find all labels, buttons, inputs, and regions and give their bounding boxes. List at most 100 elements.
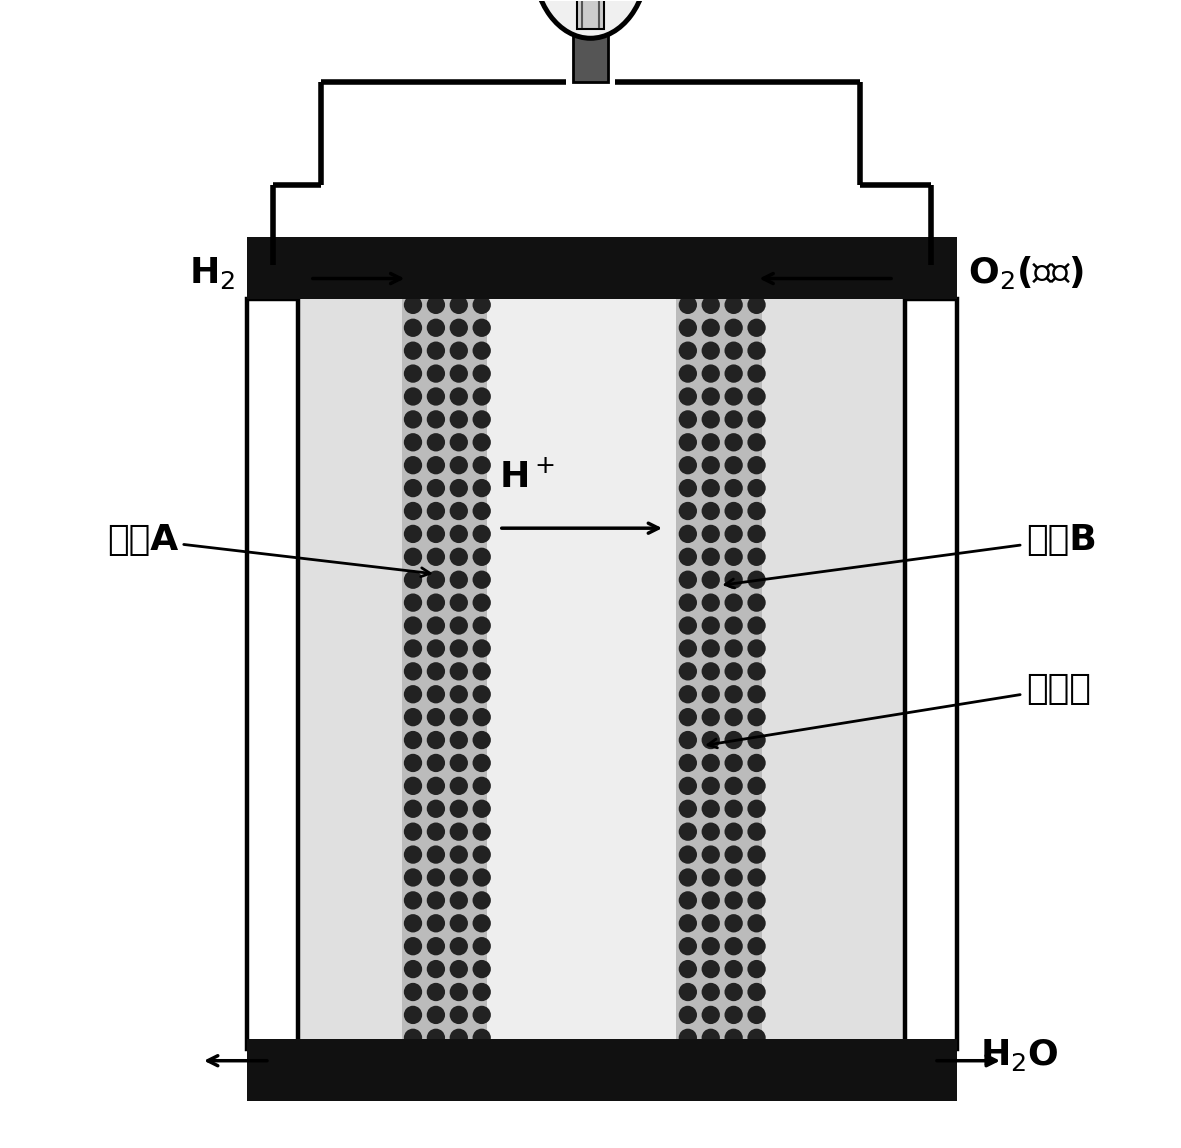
Circle shape bbox=[426, 708, 445, 727]
Circle shape bbox=[748, 525, 765, 543]
Circle shape bbox=[748, 662, 765, 681]
Circle shape bbox=[724, 594, 743, 612]
Circle shape bbox=[748, 731, 765, 750]
Circle shape bbox=[702, 502, 720, 520]
Circle shape bbox=[748, 777, 765, 796]
Circle shape bbox=[679, 319, 697, 338]
Circle shape bbox=[679, 1029, 697, 1047]
Circle shape bbox=[450, 845, 468, 863]
Circle shape bbox=[724, 364, 743, 382]
Circle shape bbox=[679, 960, 697, 978]
Circle shape bbox=[679, 548, 697, 566]
Circle shape bbox=[404, 387, 422, 405]
Circle shape bbox=[404, 502, 422, 520]
Circle shape bbox=[679, 525, 697, 543]
Circle shape bbox=[472, 891, 491, 909]
Circle shape bbox=[679, 341, 697, 359]
Circle shape bbox=[450, 685, 468, 704]
Circle shape bbox=[450, 708, 468, 727]
Circle shape bbox=[450, 731, 468, 750]
Circle shape bbox=[472, 685, 491, 704]
Circle shape bbox=[748, 479, 765, 497]
Circle shape bbox=[702, 822, 720, 840]
Circle shape bbox=[748, 891, 765, 909]
Circle shape bbox=[702, 548, 720, 566]
Circle shape bbox=[702, 296, 720, 315]
Bar bbox=[402, 300, 488, 1049]
Circle shape bbox=[702, 594, 720, 612]
Circle shape bbox=[679, 662, 697, 681]
Circle shape bbox=[426, 571, 445, 589]
Circle shape bbox=[702, 571, 720, 589]
Circle shape bbox=[724, 456, 743, 474]
Circle shape bbox=[748, 616, 765, 635]
Circle shape bbox=[426, 319, 445, 338]
Circle shape bbox=[404, 754, 422, 773]
Circle shape bbox=[702, 914, 720, 932]
Circle shape bbox=[702, 410, 720, 428]
Ellipse shape bbox=[534, 0, 647, 38]
Circle shape bbox=[404, 960, 422, 978]
Circle shape bbox=[472, 387, 491, 405]
Circle shape bbox=[472, 319, 491, 338]
Circle shape bbox=[679, 571, 697, 589]
Circle shape bbox=[748, 319, 765, 338]
Circle shape bbox=[724, 960, 743, 978]
Circle shape bbox=[702, 479, 720, 497]
Circle shape bbox=[679, 845, 697, 863]
Circle shape bbox=[450, 960, 468, 978]
Circle shape bbox=[426, 822, 445, 840]
Circle shape bbox=[724, 708, 743, 727]
Circle shape bbox=[748, 456, 765, 474]
Circle shape bbox=[748, 502, 765, 520]
Circle shape bbox=[472, 731, 491, 750]
Circle shape bbox=[404, 341, 422, 359]
Circle shape bbox=[724, 571, 743, 589]
Circle shape bbox=[404, 525, 422, 543]
Circle shape bbox=[426, 914, 445, 932]
Circle shape bbox=[450, 914, 468, 932]
Circle shape bbox=[450, 616, 468, 635]
Bar bbox=[677, 300, 762, 1049]
Circle shape bbox=[450, 319, 468, 338]
Circle shape bbox=[748, 364, 765, 382]
Circle shape bbox=[426, 960, 445, 978]
Circle shape bbox=[426, 891, 445, 909]
Circle shape bbox=[724, 410, 743, 428]
Circle shape bbox=[748, 708, 765, 727]
Circle shape bbox=[679, 594, 697, 612]
Circle shape bbox=[404, 594, 422, 612]
Circle shape bbox=[404, 891, 422, 909]
Circle shape bbox=[404, 822, 422, 840]
Circle shape bbox=[472, 341, 491, 359]
Circle shape bbox=[679, 937, 697, 955]
Circle shape bbox=[679, 754, 697, 773]
Circle shape bbox=[472, 364, 491, 382]
Circle shape bbox=[724, 479, 743, 497]
Circle shape bbox=[450, 502, 468, 520]
Circle shape bbox=[724, 891, 743, 909]
Circle shape bbox=[450, 410, 468, 428]
Circle shape bbox=[426, 364, 445, 382]
Circle shape bbox=[702, 433, 720, 451]
Circle shape bbox=[404, 571, 422, 589]
Circle shape bbox=[702, 639, 720, 658]
Circle shape bbox=[472, 777, 491, 796]
Circle shape bbox=[472, 502, 491, 520]
Circle shape bbox=[724, 662, 743, 681]
Circle shape bbox=[426, 525, 445, 543]
Circle shape bbox=[450, 983, 468, 1001]
Circle shape bbox=[724, 548, 743, 566]
Circle shape bbox=[426, 754, 445, 773]
Circle shape bbox=[404, 800, 422, 817]
Circle shape bbox=[724, 754, 743, 773]
Circle shape bbox=[404, 1029, 422, 1047]
Circle shape bbox=[404, 777, 422, 796]
Circle shape bbox=[679, 685, 697, 704]
Circle shape bbox=[724, 502, 743, 520]
Circle shape bbox=[450, 364, 468, 382]
Circle shape bbox=[472, 800, 491, 817]
Circle shape bbox=[702, 525, 720, 543]
Circle shape bbox=[702, 1006, 720, 1024]
Circle shape bbox=[679, 777, 697, 796]
